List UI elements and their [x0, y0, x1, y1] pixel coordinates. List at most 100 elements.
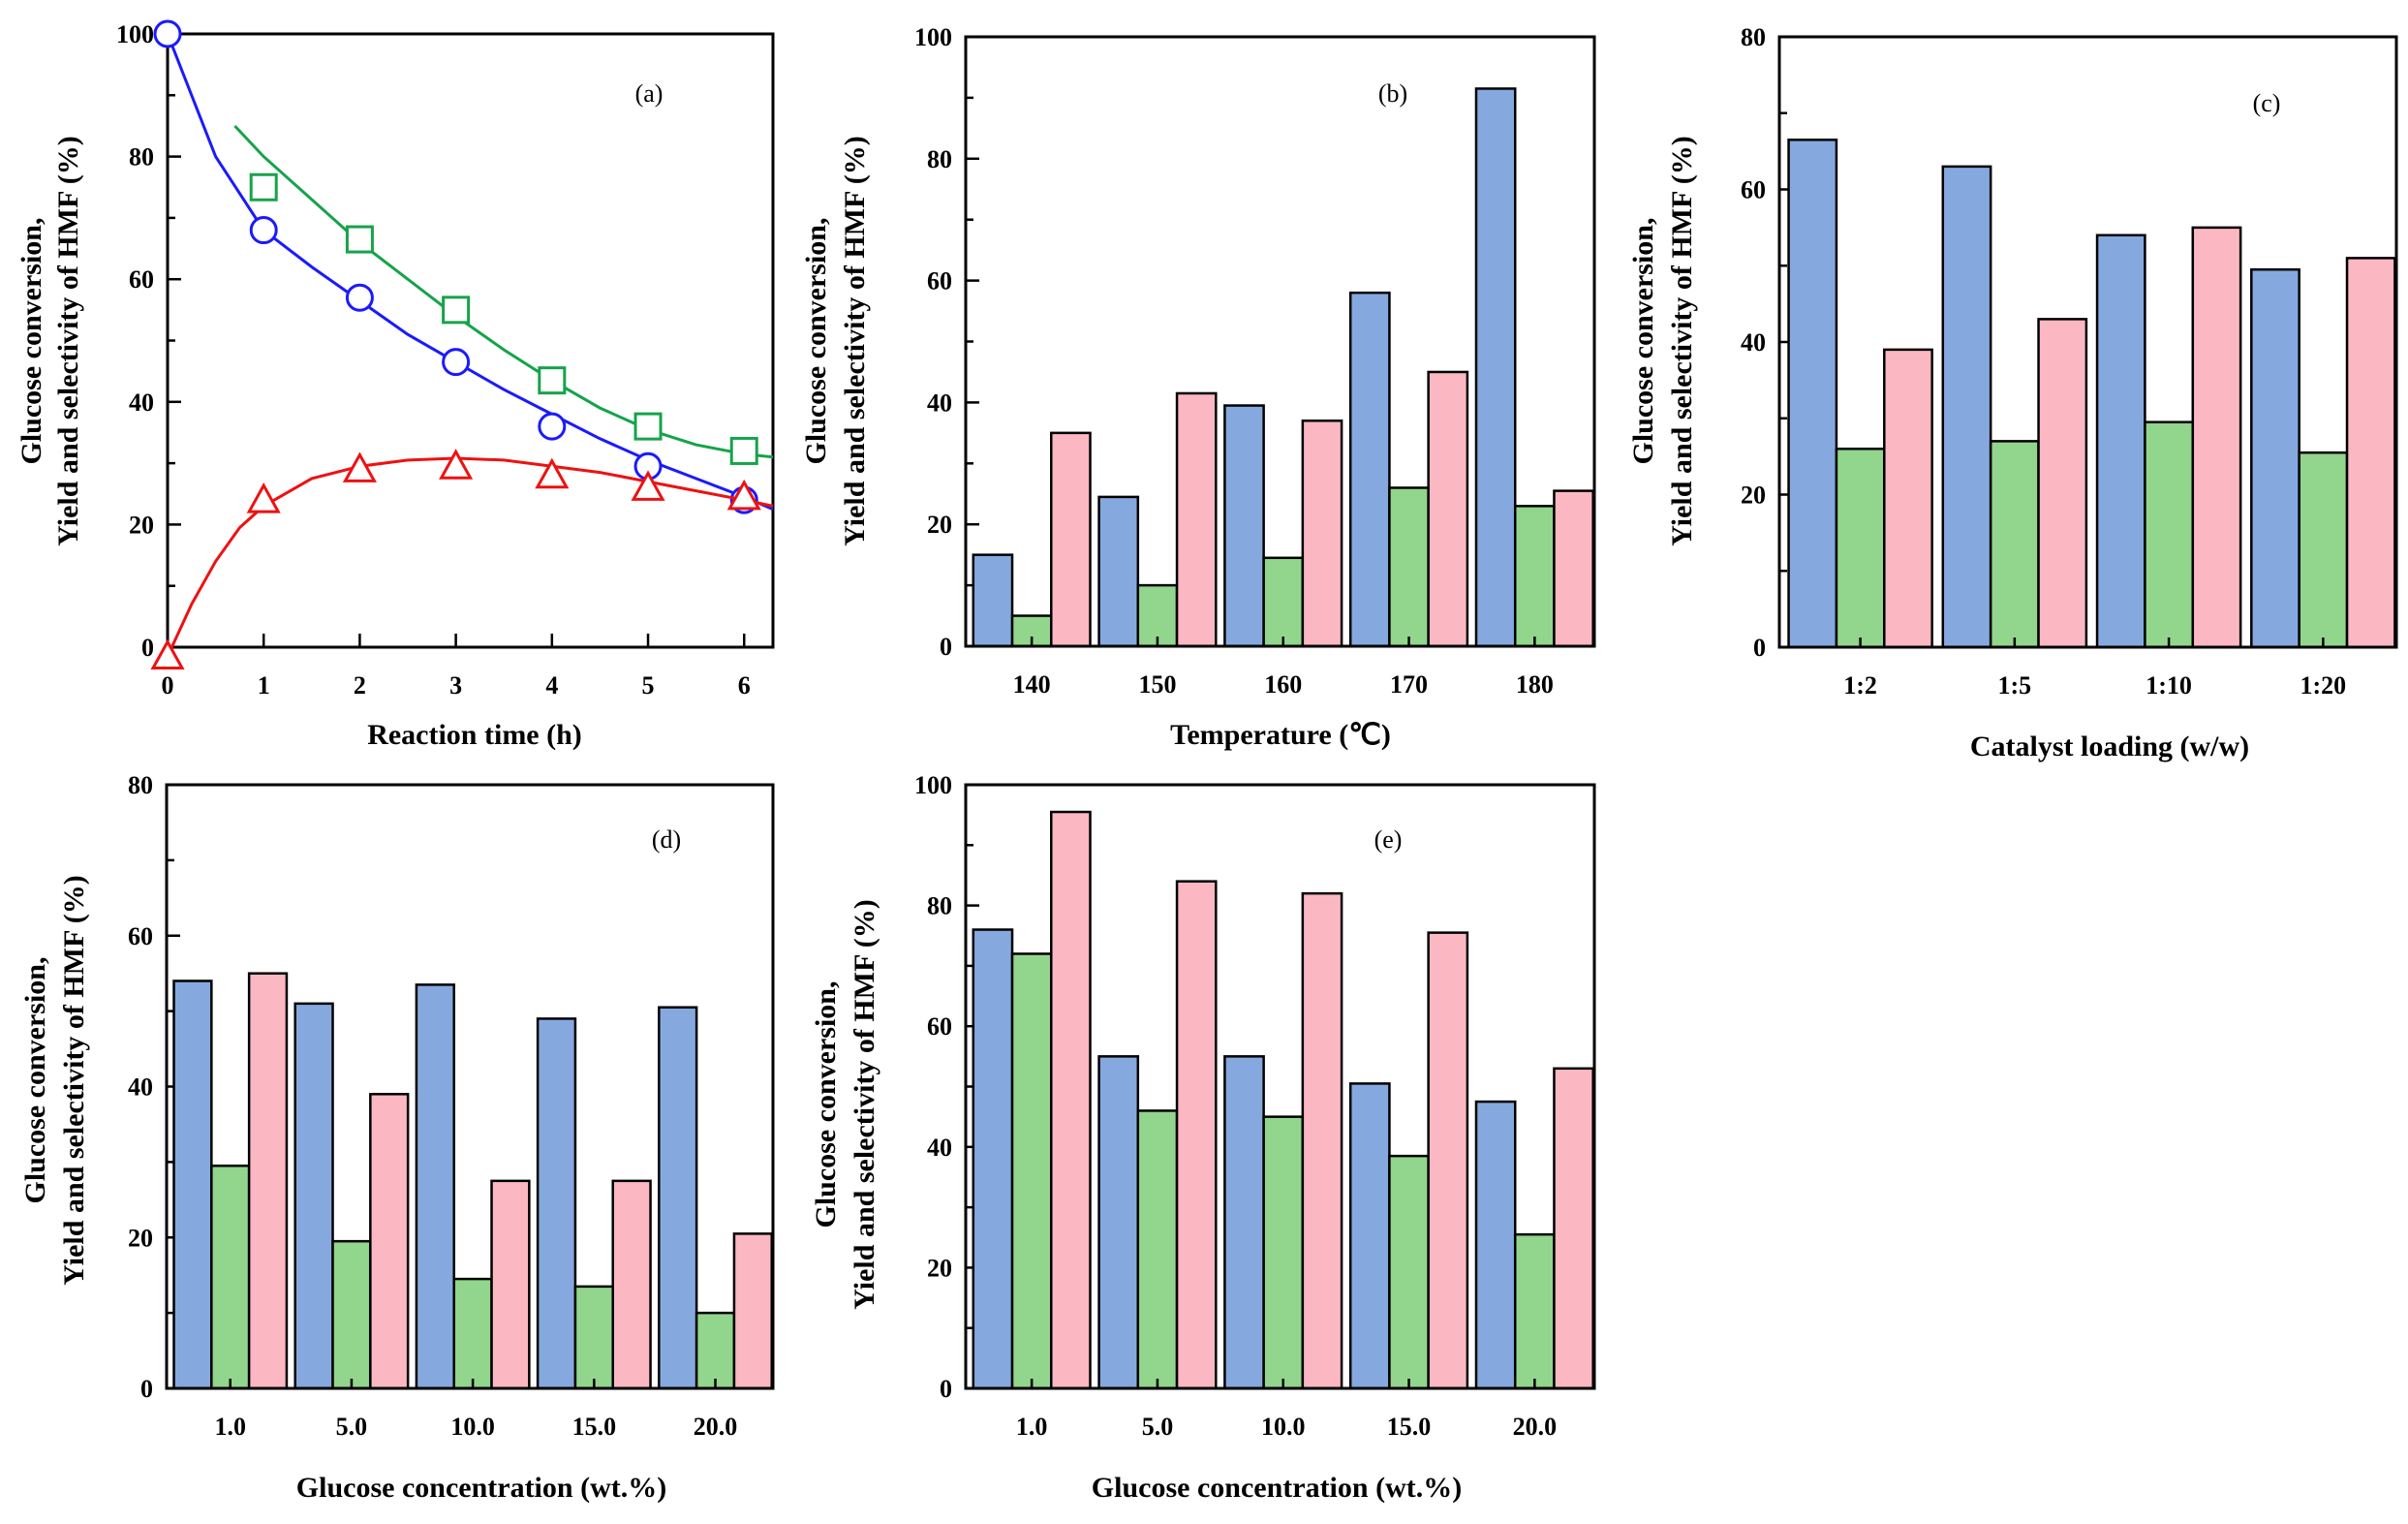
- panel-d-bar-conversion: [415, 983, 455, 1390]
- panel-e-bar-selectivity: [1050, 810, 1092, 1390]
- panel-c-bar-yield: [1989, 440, 2040, 649]
- panel-a-label: (a): [635, 79, 664, 108]
- panel-e-label: (e): [1374, 825, 1403, 854]
- panel-b-xtick-label: 150: [1138, 670, 1176, 699]
- panel-a-xtick-label: 1: [258, 671, 270, 700]
- panel-a-ylabel-1: Glucose conversion,: [15, 218, 47, 465]
- panel-c-ytick-label: 40: [1741, 328, 1766, 357]
- panel-a-point-squares: [538, 366, 567, 395]
- panel-b-bar-selectivity: [1427, 370, 1469, 648]
- panel-b-ytick-label: 80: [927, 145, 952, 173]
- panel-a-point-squares: [345, 225, 374, 254]
- panel-e-bar-selectivity: [1301, 891, 1343, 1390]
- panel-b-plot: 0 20 40 60 80 100 140 150 160 170 180: [914, 23, 1596, 699]
- panel-b-bar-selectivity: [1301, 420, 1343, 648]
- panel-d-xtick-label: 10.0: [450, 1413, 495, 1441]
- panel-a-xtick-label: 5: [642, 671, 655, 700]
- panel-a-ytick-label: 100: [116, 20, 154, 48]
- panel-e-ylabel-2: Yield and selectivity of HMF (%): [849, 899, 880, 1310]
- panel-b-label: (b): [1378, 79, 1407, 108]
- panel-c-xtick-label: 1:2: [1843, 671, 1877, 700]
- panel-c-bar-selectivity: [1883, 348, 1933, 649]
- panel-d-plot: 0 20 40 60 80 1.0 5.0 10.0 15.0 20.0: [128, 771, 775, 1441]
- panel-a-point-triangles: [439, 449, 474, 480]
- panel-e-ytick-label: 80: [927, 892, 952, 920]
- panel-a-xtick-label: 6: [738, 671, 751, 700]
- panel-e-bar-selectivity: [1427, 931, 1469, 1390]
- panel-a-point-circles: [153, 19, 182, 48]
- panel-d-bar-yield: [573, 1285, 614, 1390]
- panel-d-bar-conversion: [293, 1002, 334, 1390]
- panel-c-bar-yield: [1835, 448, 1886, 649]
- panel-b-bar-selectivity: [1175, 391, 1218, 648]
- panel-e-ytick-label: 0: [940, 1375, 952, 1403]
- panel-e-bar-conversion: [972, 928, 1014, 1390]
- panel-e-ytick-label: 60: [927, 1012, 952, 1041]
- panel-a-plot: 0 20 40 60 80 100 0 1 2 3 4 5 6: [116, 19, 775, 700]
- panel-a-ytick-label: 80: [129, 143, 154, 171]
- panel-b-ytick-label: 60: [927, 267, 952, 295]
- panel-b-ytick-label: 0: [940, 633, 952, 661]
- panel-b-ylabel-1: Glucose conversion,: [800, 218, 832, 465]
- panel-b-xtick-label: 170: [1390, 670, 1428, 699]
- panel-d-xtick-label: 20.0: [694, 1413, 738, 1441]
- panel-a-xtick-label: 0: [162, 671, 174, 700]
- panel-e-ytick-label: 100: [914, 771, 952, 799]
- panel-e-ylabel-1: Glucose conversion,: [810, 981, 842, 1229]
- panel-e-bar-conversion: [1348, 1082, 1391, 1390]
- panel-e-bar-selectivity: [1553, 1067, 1594, 1390]
- panel-d-bar-selectivity: [369, 1093, 410, 1390]
- panel-c-bar-conversion: [1787, 139, 1838, 649]
- panel-e-frame: [964, 783, 1596, 1390]
- panel-e-bar-yield: [1136, 1109, 1179, 1390]
- panel-a-ytick-label: 0: [141, 634, 154, 662]
- panel-a-point-squares: [729, 436, 758, 465]
- panel-b-ytick-label: 40: [927, 389, 952, 417]
- panel-a-point-triangles: [246, 482, 281, 513]
- panel-e-ytick-label: 20: [927, 1254, 952, 1282]
- panel-d-bar-selectivity: [247, 972, 289, 1390]
- panel-d-bar-yield: [695, 1311, 736, 1390]
- panel-b-ytick-label: 20: [927, 511, 952, 539]
- panel-c-bar-yield: [2144, 420, 2195, 649]
- panel-b-bar-conversion: [1223, 404, 1265, 648]
- panel-a-point-circles: [249, 216, 278, 245]
- panel-a-fit-circles: [166, 33, 774, 511]
- panel-e-xtick-label: 5.0: [1142, 1413, 1174, 1441]
- panel-d-bar-selectivity: [732, 1232, 773, 1390]
- panel-d-label: (d): [652, 825, 681, 854]
- panel-d-bar-yield: [331, 1239, 372, 1390]
- panel-a-point-triangles: [631, 470, 665, 501]
- panel-a-xtick-label: 2: [354, 671, 366, 700]
- panel-b-bar-yield: [1388, 486, 1430, 648]
- panel-c-xtick-label: 1:5: [1998, 671, 2032, 700]
- panel-a-point-triangles: [150, 638, 185, 669]
- panel-b-xtick-label: 140: [1013, 670, 1051, 699]
- panel-a-xlabel: Reaction time (h): [367, 719, 582, 751]
- panel-d-bar-conversion: [658, 1006, 698, 1390]
- panel-d-ytick-label: 40: [128, 1073, 153, 1102]
- panel-d-bar-yield: [210, 1165, 251, 1390]
- panel-c-ytick-label: 60: [1741, 176, 1766, 204]
- panel-d-xtick-label: 1.0: [214, 1413, 246, 1441]
- panel-d-ytick-label: 60: [128, 922, 153, 950]
- panel-d: 0 20 40 60 80 1.0 5.0 10.0 15.0 20.0 (d) Glucose …: [19, 771, 775, 1504]
- panel-d-ytick-label: 0: [140, 1375, 153, 1403]
- panel-b-frame: [964, 35, 1596, 648]
- panel-c-ylabel-2: Yield and selectivity of HMF (%): [1666, 136, 1698, 546]
- panel-c-bar-conversion: [1941, 165, 1992, 649]
- panel-d-ylabel-2: Yield and selectivity of HMF (%): [58, 875, 90, 1286]
- panel-e-xlabel: Glucose concentration (wt.%): [1092, 1472, 1462, 1504]
- panel-b-bar-conversion: [1348, 291, 1391, 648]
- panel-d-ylabel-1: Glucose conversion,: [19, 957, 51, 1204]
- panel-a: 0 20 40 60 80 100 0 1 2 3 4 5 6 (a) Reaction time (h…: [15, 19, 775, 751]
- panel-c: 0 20 40 60 80 1:2 1:5 1:10 1:20 (c) Catalyst loa…: [1627, 23, 2398, 762]
- panel-d-bar-selectivity: [490, 1179, 531, 1390]
- panel-d-xlabel: Glucose concentration (wt.%): [296, 1472, 666, 1504]
- panel-e-bar-yield: [1262, 1115, 1305, 1390]
- panel-d-bar-conversion: [172, 980, 213, 1390]
- panel-b: 0 20 40 60 80 100 140 150 160 170 180 (b) Temperat…: [800, 23, 1596, 751]
- panel-c-frame: [1777, 35, 2398, 649]
- panel-a-frame: [166, 32, 775, 649]
